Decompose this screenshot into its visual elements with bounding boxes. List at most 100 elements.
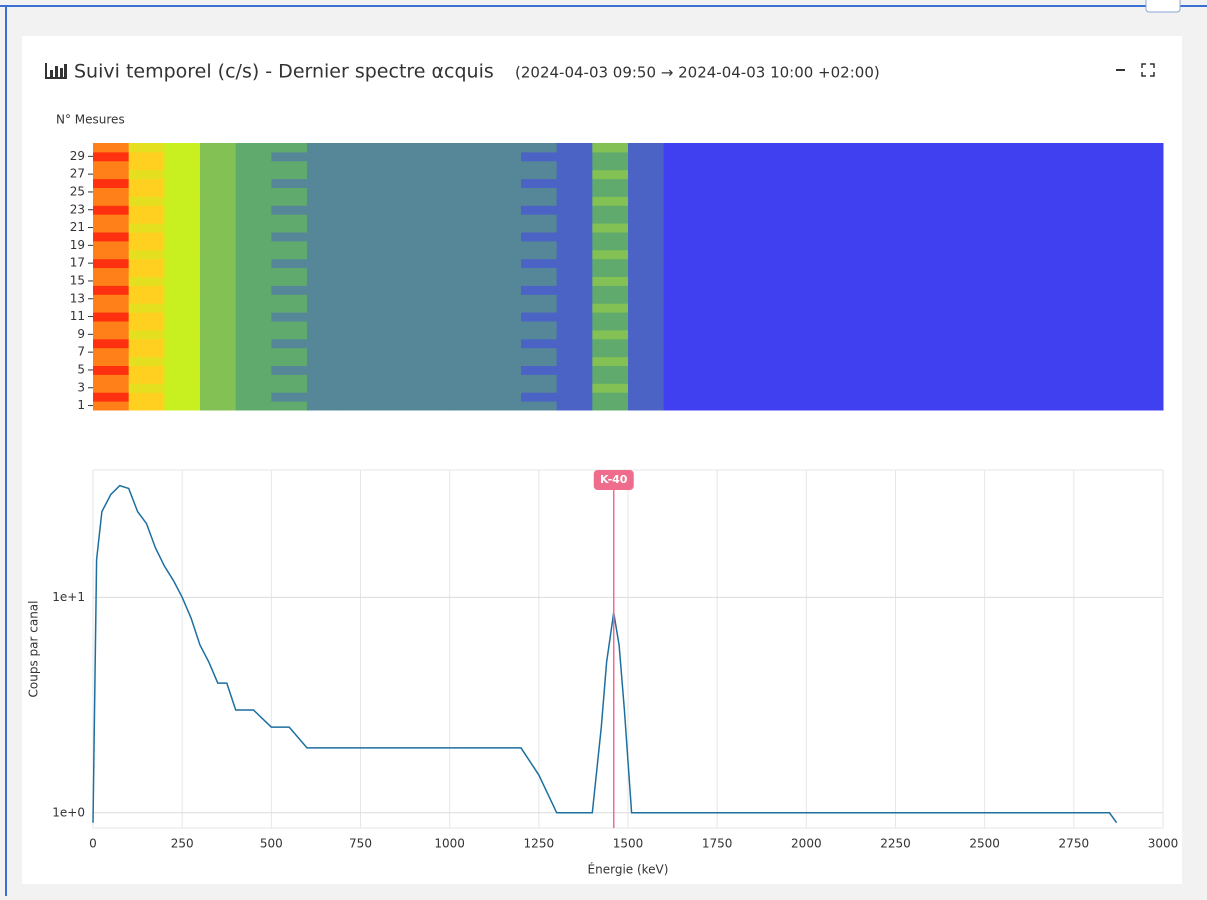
heatmap-cell xyxy=(521,330,557,339)
heatmap-cell xyxy=(1056,214,1092,223)
heatmap-cell xyxy=(200,374,236,383)
heatmap-cell xyxy=(271,374,307,383)
heatmap-cell xyxy=(164,374,200,383)
heatmap-cell xyxy=(1056,383,1092,392)
heatmap-cell xyxy=(307,312,343,321)
heatmap-cell xyxy=(699,374,735,383)
heatmap-cell xyxy=(699,250,735,259)
heatmap-cell xyxy=(664,330,700,339)
tab-button[interactable] xyxy=(1146,0,1180,12)
heatmap-cell xyxy=(913,277,949,286)
heatmap-cell xyxy=(806,321,842,330)
heatmap-cell xyxy=(521,170,557,179)
heatmap-cell xyxy=(343,214,379,223)
heatmap-cell xyxy=(806,339,842,348)
heatmap-cell xyxy=(1020,339,1056,348)
heatmap-cell xyxy=(236,374,272,383)
heatmap-cell xyxy=(1020,259,1056,268)
heatmap-cell xyxy=(521,357,557,366)
heatmap-cell xyxy=(271,277,307,286)
heatmap-cell xyxy=(699,277,735,286)
heatmap-cell xyxy=(307,277,343,286)
heatmap-cell xyxy=(628,232,664,241)
heatmap-cell xyxy=(236,250,272,259)
heatmap-cell xyxy=(1092,179,1128,188)
heatmap-cell xyxy=(842,366,878,375)
heatmap-cell xyxy=(913,374,949,383)
heatmap-cell xyxy=(164,339,200,348)
heatmap-cell xyxy=(129,357,165,366)
heatmap-cell xyxy=(485,312,521,321)
heatmap-cell xyxy=(164,277,200,286)
heatmap-cell xyxy=(985,348,1021,357)
heatmap-cell xyxy=(699,285,735,294)
heatmap-cell xyxy=(1020,170,1056,179)
heatmap-cell xyxy=(93,179,129,188)
heatmap-cell xyxy=(343,383,379,392)
heatmap-cell xyxy=(985,330,1021,339)
heatmap-cell xyxy=(913,303,949,312)
heatmap-cell xyxy=(842,330,878,339)
heatmap-cell xyxy=(771,152,807,161)
heatmap-cell xyxy=(485,232,521,241)
minimize-button[interactable] xyxy=(1116,69,1125,71)
heatmap-cell xyxy=(450,268,486,277)
heatmap-cell xyxy=(557,241,593,250)
heatmap-cell xyxy=(414,392,450,401)
heatmap-cell xyxy=(200,214,236,223)
heatmap-cell xyxy=(93,401,129,410)
heatmap-cell xyxy=(236,401,272,410)
heatmap-cell xyxy=(307,374,343,383)
x-tick-label: 1000 xyxy=(434,837,465,851)
heatmap-cell xyxy=(735,205,771,214)
heatmap-cell xyxy=(1127,143,1163,152)
heatmap-cell xyxy=(1020,285,1056,294)
heatmap-cell xyxy=(93,223,129,232)
heatmap-cell xyxy=(378,179,414,188)
heatmap-cell xyxy=(1020,179,1056,188)
y-tick-label: 11 xyxy=(70,309,85,323)
heatmap-cell xyxy=(664,383,700,392)
heatmap-cell xyxy=(271,205,307,214)
heatmap-cell xyxy=(450,303,486,312)
heatmap-cell xyxy=(129,188,165,197)
x-tick-label: 1250 xyxy=(524,837,555,851)
heatmap-cell xyxy=(450,374,486,383)
heatmap-cell xyxy=(1092,366,1128,375)
heatmap-cell xyxy=(236,179,272,188)
heatmap-cell xyxy=(271,383,307,392)
heatmap-cell xyxy=(200,259,236,268)
heatmap-cell xyxy=(985,143,1021,152)
heatmap-cell xyxy=(343,196,379,205)
heatmap-cell xyxy=(1127,214,1163,223)
heatmap-cell xyxy=(1056,312,1092,321)
heatmap-cell xyxy=(378,152,414,161)
heatmap-cell xyxy=(485,383,521,392)
heatmap-cell xyxy=(450,339,486,348)
heatmap-cell xyxy=(343,321,379,330)
heatmap-cell xyxy=(129,285,165,294)
heatmap-cell xyxy=(378,170,414,179)
heatmap-cell xyxy=(592,348,628,357)
heatmap-cell xyxy=(485,170,521,179)
heatmap-cell xyxy=(664,205,700,214)
heatmap-cell xyxy=(664,161,700,170)
heatmap-cell xyxy=(414,196,450,205)
heatmap-cell xyxy=(949,143,985,152)
heatmap-cell xyxy=(450,348,486,357)
heatmap-cell xyxy=(271,339,307,348)
heatmap-cell xyxy=(1127,392,1163,401)
heatmap-cell xyxy=(735,312,771,321)
heatmap-cell xyxy=(735,285,771,294)
heatmap-cell xyxy=(878,170,914,179)
heatmap-cell xyxy=(985,285,1021,294)
heatmap-cell xyxy=(200,330,236,339)
heatmap-cell xyxy=(414,223,450,232)
heatmap-cell xyxy=(699,214,735,223)
heatmap-cell xyxy=(1127,303,1163,312)
heatmap-cell xyxy=(842,321,878,330)
heatmap-cell xyxy=(628,143,664,152)
heatmap-cell xyxy=(164,330,200,339)
heatmap-cell xyxy=(1092,143,1128,152)
heatmap-cell xyxy=(735,401,771,410)
